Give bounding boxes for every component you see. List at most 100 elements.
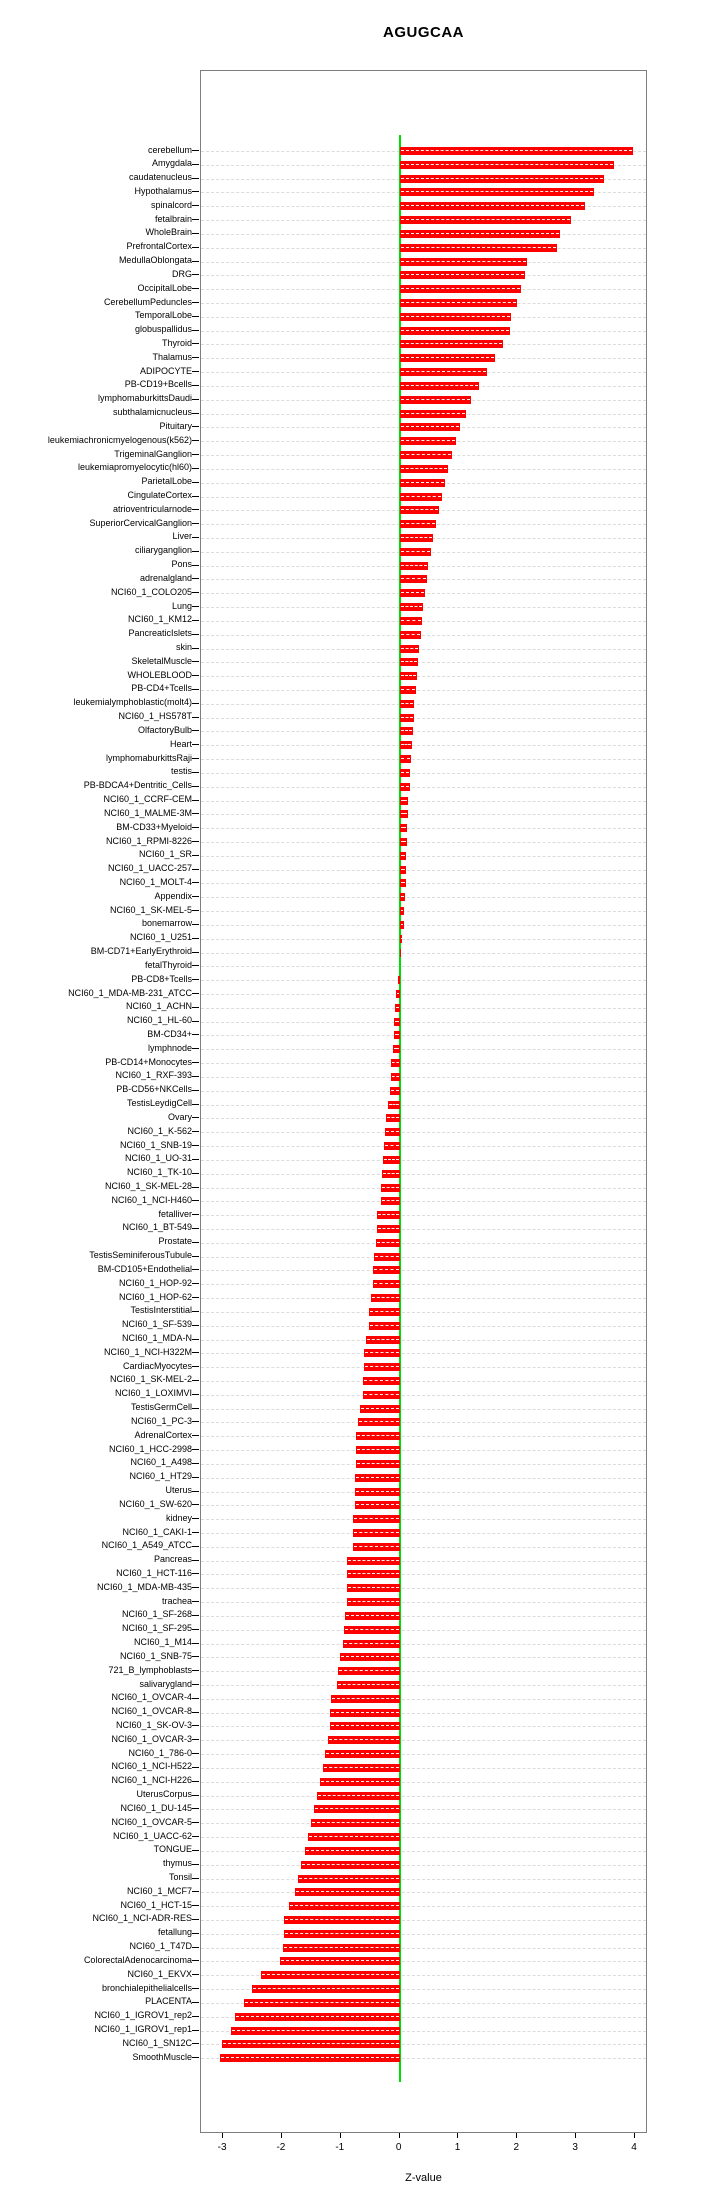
bar	[282, 1943, 400, 1952]
y-axis-tick	[192, 1753, 199, 1755]
gridline	[201, 1629, 646, 1631]
bar-grid-overlay	[400, 675, 416, 677]
y-axis-tick	[192, 1932, 199, 1934]
y-axis-label: NCI60_1_K-562	[127, 1125, 192, 1136]
y-axis-tick	[192, 1587, 199, 1589]
bar	[230, 2026, 400, 2035]
y-axis-tick	[192, 1739, 199, 1741]
bar-grid-overlay	[400, 398, 471, 400]
y-axis-tick	[192, 564, 199, 566]
bar	[325, 1750, 400, 1759]
gridline	[201, 1450, 646, 1452]
bar-grid-overlay	[400, 232, 559, 234]
bar	[370, 1294, 400, 1303]
bar-grid-overlay	[400, 647, 419, 649]
bar	[399, 492, 442, 501]
bar-grid-overlay	[347, 1601, 399, 1603]
y-axis-label: NCI60_1_SF-268	[121, 1609, 192, 1620]
bar-grid-overlay	[315, 1808, 399, 1810]
y-axis-label: leukemialymphoblastic(molt4)	[73, 697, 192, 708]
bar	[337, 1681, 400, 1690]
bar	[399, 312, 512, 321]
bar-grid-overlay	[384, 1145, 399, 1147]
bar	[399, 257, 527, 266]
bar	[399, 630, 421, 639]
gridline	[201, 772, 646, 774]
gridline	[201, 1380, 646, 1382]
gridline	[201, 1463, 646, 1465]
y-axis-label: leukemiapromyelocytic(hl60)	[77, 462, 192, 473]
y-axis-label: subthalamicnucleus	[112, 407, 192, 418]
x-axis-tick	[516, 2133, 518, 2138]
bar	[399, 299, 518, 308]
bar-grid-overlay	[343, 1642, 399, 1644]
y-axis-tick	[192, 343, 199, 345]
bar	[329, 1722, 400, 1731]
bar	[393, 1031, 400, 1040]
gridline	[201, 1242, 646, 1244]
y-axis-tick	[192, 371, 199, 373]
x-axis-tick-label: 2	[513, 2142, 520, 2153]
zero-line	[398, 135, 401, 2083]
y-axis-tick	[192, 219, 199, 221]
y-axis-tick	[192, 1449, 199, 1451]
y-axis-label: PrefrontalCortex	[126, 241, 192, 252]
y-axis-tick	[192, 398, 199, 400]
bar-grid-overlay	[363, 1393, 399, 1395]
bar	[343, 1625, 400, 1634]
bar-grid-overlay	[400, 412, 465, 414]
y-axis-tick	[192, 1614, 199, 1616]
bar	[393, 1045, 400, 1054]
bar	[399, 326, 511, 335]
y-axis-label: OlfactoryBulb	[137, 724, 192, 735]
y-axis-tick	[192, 1780, 199, 1782]
y-axis-tick	[192, 1048, 199, 1050]
bar-grid-overlay	[364, 1352, 399, 1354]
bar	[399, 672, 417, 681]
y-axis-label: Liver	[172, 531, 192, 542]
y-axis-label: MedullaOblongata	[118, 255, 192, 266]
bar	[394, 1003, 400, 1012]
y-axis-tick	[192, 205, 199, 207]
y-axis-label: TestisGermCell	[130, 1402, 192, 1413]
bar	[399, 437, 457, 446]
gridline	[201, 1864, 646, 1866]
y-axis-label: fetallung	[157, 1927, 192, 1938]
bar	[399, 147, 634, 155]
y-axis-label: NCI60_1_M14	[133, 1637, 192, 1648]
bar-grid-overlay	[338, 1684, 399, 1686]
bar	[399, 920, 404, 929]
gridline	[201, 869, 646, 871]
y-axis-tick	[192, 288, 199, 290]
gridline	[201, 1795, 646, 1797]
bar-grid-overlay	[301, 1863, 399, 1865]
bar-grid-overlay	[400, 219, 570, 221]
bar	[356, 1432, 400, 1441]
y-axis-label: NCI60_1_SK-OV-3	[115, 1719, 192, 1730]
bar-grid-overlay	[400, 923, 403, 925]
bar	[399, 603, 424, 612]
x-axis-tick-label: 0	[395, 2142, 402, 2153]
y-axis-tick	[192, 2001, 199, 2003]
gridline	[201, 1491, 646, 1493]
gridline	[201, 1906, 646, 1908]
y-axis-tick	[192, 785, 199, 787]
y-axis-label: OccipitalLobe	[137, 282, 192, 293]
bar	[219, 2054, 400, 2063]
y-axis-tick	[192, 813, 199, 815]
gridline	[201, 1408, 646, 1410]
y-axis-label: NCI60_1_SK-MEL-28	[104, 1181, 192, 1191]
bar	[399, 934, 402, 943]
bar	[384, 1128, 400, 1137]
plot-area	[200, 70, 647, 2133]
y-axis-label: NCI60_1_T47D	[129, 1941, 192, 1952]
bar-grid-overlay	[400, 454, 451, 456]
bar-grid-overlay	[400, 896, 404, 898]
y-axis-tick	[192, 1172, 199, 1174]
y-axis-label: NCI60_1_CCRF-CEM	[103, 794, 192, 805]
y-axis-tick	[192, 1863, 199, 1865]
y-axis-label: TestisInterstitial	[130, 1305, 192, 1316]
y-axis-label: skin	[175, 642, 192, 653]
bar-grid-overlay	[355, 1490, 399, 1492]
y-axis-label: globuspallidus	[134, 324, 192, 335]
